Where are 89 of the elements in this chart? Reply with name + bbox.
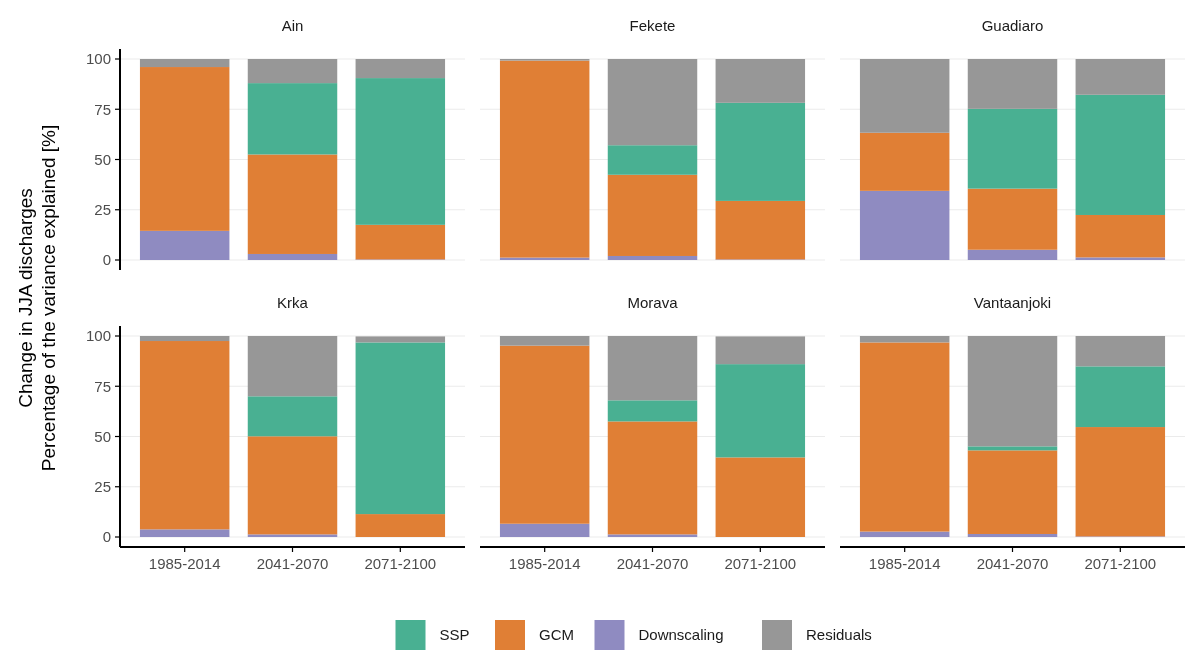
y-tick-label: 25 [94,201,111,218]
y-tick-label: 75 [94,100,111,118]
bar [355,342,446,515]
bar [607,336,698,401]
chart-title: Ain [281,17,304,34]
bar [967,446,1058,451]
bar [607,400,698,422]
bar [1075,59,1166,95]
bar [247,436,338,535]
y-tick-label: 25 [94,478,111,495]
y-tick-label: 0 [102,528,111,546]
bar [967,336,1058,447]
bar [1075,214,1166,258]
bar [139,529,230,537]
chart-title: Morava [627,294,679,311]
bar [139,230,230,260]
bar [1075,336,1166,367]
x-tick-label: 2041-2070 [616,555,689,572]
bar [247,396,338,437]
bar [967,188,1058,250]
bar [859,59,950,133]
chart-title: Vantaanjoki [973,294,1052,311]
bar [607,421,698,535]
bar [139,336,230,342]
bar [859,336,950,343]
bar [355,59,446,79]
bar [247,154,338,254]
bar [967,450,1058,534]
y-tick-label: 50 [94,150,111,168]
bar [859,531,950,537]
bar [715,200,806,260]
y-tick-label: 100 [85,327,111,345]
bar [1075,366,1166,428]
bar [355,78,446,225]
bar [139,67,230,231]
bar [859,190,950,260]
y-axis-title: Change in JJA discharges Percentage of the variance explained [%] [15,124,59,472]
x-tick-label: 2071-2100 [724,555,797,572]
bar [355,224,446,260]
legend-label: GCM [539,626,574,644]
bar [607,534,698,537]
bar [967,249,1058,260]
bar [715,364,806,458]
bar [499,523,590,537]
x-tick-label: 2041-2070 [976,555,1049,572]
y-tick-label: 75 [94,377,111,395]
bar [967,108,1058,189]
bar [499,345,590,524]
chart-title: Guadiaro [981,17,1044,34]
x-tick-label: 1985-2014 [868,555,941,572]
bar [859,342,950,532]
bar [247,336,338,397]
bar [715,102,806,201]
bar [715,457,806,537]
x-tick-label: 1985-2014 [148,555,221,572]
chart-title: Krka [277,294,309,311]
bar [607,59,698,146]
bar [247,253,338,260]
bar [247,83,338,155]
bar [139,59,230,68]
x-tick-label: 2071-2100 [1084,555,1157,572]
chart-title: Fekete [629,17,676,34]
bar [355,514,446,537]
legend-label: SSP [439,626,470,644]
x-tick-label: 2071-2100 [364,555,437,572]
bar [247,534,338,537]
bar [139,341,230,530]
y-tick-label: 0 [102,251,111,269]
bar [1075,427,1166,537]
bar [967,533,1058,537]
x-tick-label: 1985-2014 [508,555,581,572]
bar [967,59,1058,109]
bar [607,255,698,260]
bar [247,59,338,84]
bar [499,60,590,258]
bar [1075,94,1166,215]
legend-label: Downscaling [638,626,724,644]
bar [499,336,590,346]
bar [715,59,806,103]
x-tick-label: 2041-2070 [256,555,329,572]
bar [859,132,950,191]
legend-label: Residuals [806,626,872,644]
bar [715,336,806,365]
bar [355,336,446,343]
y-tick-label: 100 [85,50,111,68]
bar [607,145,698,175]
bar [1075,257,1166,260]
bar [607,174,698,256]
y-tick-label: 50 [94,427,111,445]
